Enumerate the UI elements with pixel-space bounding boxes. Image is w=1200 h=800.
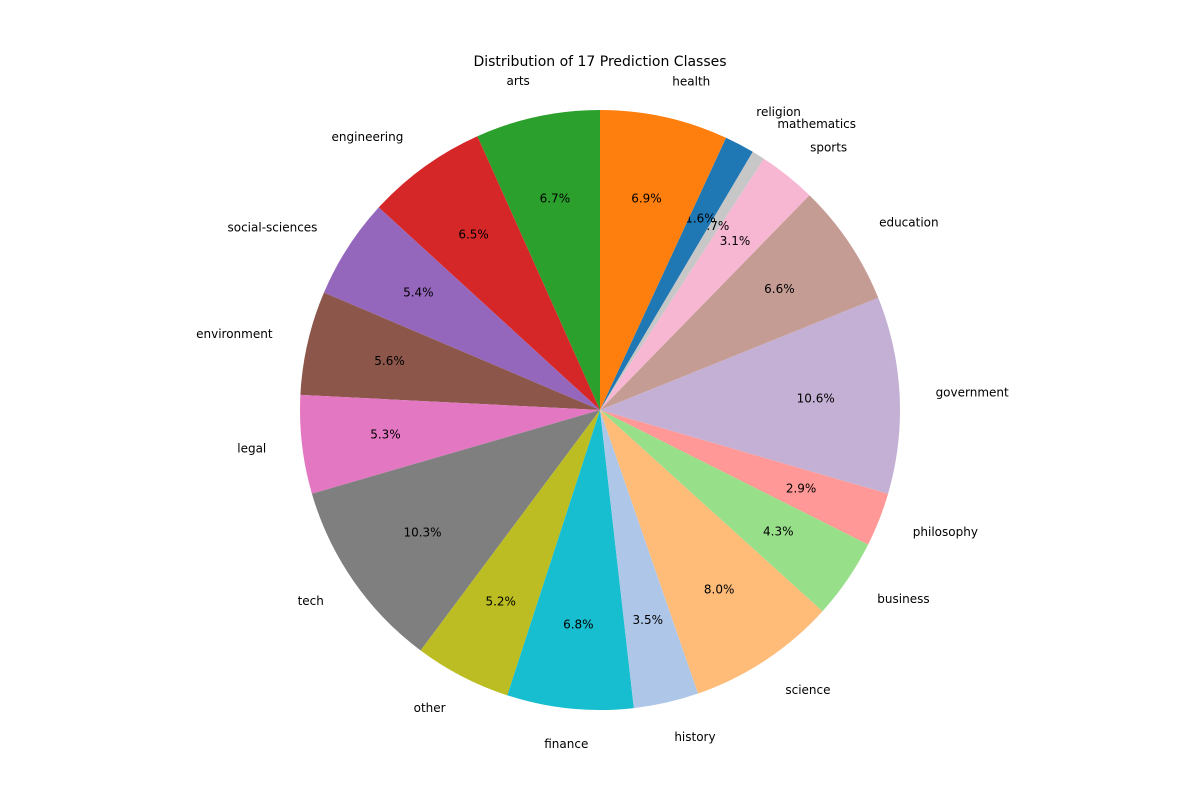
- pie-label-health: health: [672, 74, 710, 88]
- pie-pct-government: 10.6%: [797, 392, 835, 406]
- pie-label-history: history: [674, 730, 715, 744]
- pie-pct-tech: 10.3%: [403, 526, 441, 540]
- chart-stage: Distribution of 17 Prediction Classes 6.…: [0, 0, 1200, 800]
- pie-label-government: government: [936, 386, 1009, 400]
- pie-label-tech: tech: [298, 594, 324, 608]
- pie-pct-legal: 5.3%: [370, 428, 401, 442]
- pie-label-mathematics: mathematics: [777, 117, 856, 131]
- pie-label-science: science: [785, 683, 830, 697]
- pie-label-arts: arts: [507, 74, 530, 88]
- pie-label-engineering: engineering: [332, 130, 404, 144]
- pie-label-business: business: [877, 592, 929, 606]
- pie-pct-engineering: 6.5%: [458, 227, 489, 241]
- pie-label-social-sciences: social-sciences: [227, 221, 317, 235]
- pie-label-philosophy: philosophy: [913, 525, 978, 539]
- pie-pct-social-sciences: 5.4%: [403, 286, 434, 300]
- pie-pct-finance: 6.8%: [563, 617, 594, 631]
- pie-pct-health: 6.9%: [631, 192, 662, 206]
- pie-pct-sports: 3.1%: [720, 234, 751, 248]
- pie-label-education: education: [879, 215, 939, 229]
- pie-pct-philosophy: 2.9%: [786, 481, 817, 495]
- pie-label-environment: environment: [196, 327, 273, 341]
- pie-pct-business: 4.3%: [763, 524, 794, 538]
- pie-pct-other: 5.2%: [485, 594, 516, 608]
- pie-label-sports: sports: [810, 140, 847, 154]
- pie-pct-arts: 6.7%: [540, 191, 571, 205]
- pie-label-other: other: [414, 701, 446, 715]
- pie-label-legal: legal: [237, 441, 266, 455]
- pie-label-religion: religion: [756, 105, 801, 119]
- pie-pct-environment: 5.6%: [374, 354, 405, 368]
- pie-label-finance: finance: [544, 737, 588, 751]
- pie-pct-education: 6.6%: [764, 282, 795, 296]
- pie-chart-svg: 6.7% arts 6.5% engineering 5.4% social-scienc…: [0, 0, 1200, 800]
- pie-pct-history: 3.5%: [633, 613, 664, 627]
- pie-pct-science: 8.0%: [704, 583, 735, 597]
